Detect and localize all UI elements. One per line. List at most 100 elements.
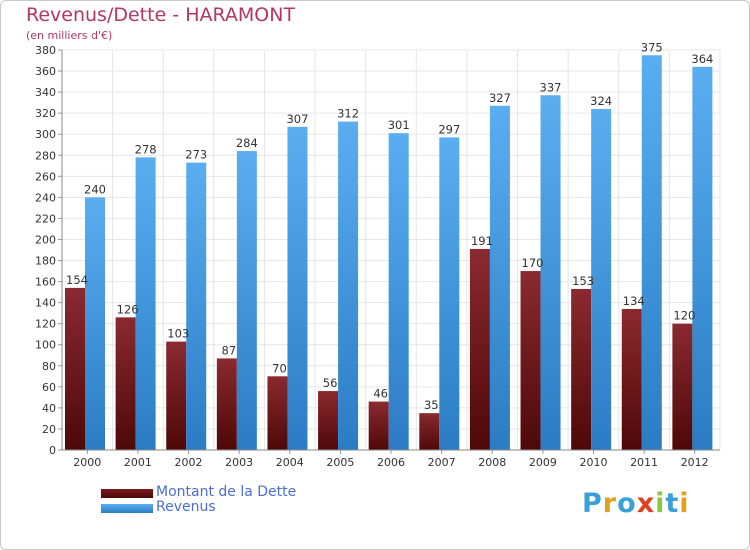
data-label-revenus: 301	[388, 118, 410, 132]
y-tick-label: 80	[42, 360, 56, 373]
logo-letter: o	[617, 488, 637, 519]
bar-revenus	[388, 133, 409, 450]
data-label-dette: 35	[424, 398, 439, 412]
bar-dette	[216, 358, 237, 450]
bar-dette	[571, 288, 592, 450]
logo-letter: i	[655, 488, 666, 519]
data-label-revenus: 337	[540, 80, 562, 94]
legend-label-dette: Montant de la Dette	[156, 484, 297, 500]
bar-revenus	[236, 151, 257, 451]
logo-letter: P	[582, 488, 603, 519]
bar-dette	[267, 376, 288, 450]
x-tick-label: 2000	[73, 456, 101, 469]
logo-letter: i	[679, 488, 690, 519]
y-tick-label: 320	[35, 107, 56, 120]
data-label-revenus: 364	[691, 52, 713, 66]
data-label-dette: 70	[272, 361, 287, 375]
bar-revenus	[540, 95, 561, 451]
data-label-revenus: 284	[236, 136, 258, 150]
x-tick-label: 2008	[478, 456, 506, 469]
data-label-revenus: 278	[135, 142, 157, 156]
logo-letter: x	[636, 488, 656, 519]
data-label-dette: 134	[623, 294, 645, 308]
bar-revenus	[692, 66, 713, 450]
chart-title: Revenus/Dette - HARAMONT	[26, 4, 296, 26]
data-label-revenus: 240	[84, 182, 106, 196]
y-tick-label: 280	[35, 149, 56, 162]
y-tick-label: 200	[35, 233, 56, 246]
bar-dette	[115, 317, 136, 450]
x-tick-label: 2002	[175, 456, 203, 469]
axes: 0 20 40 60 80 100 120 140 160 180 200 220 240 260 280 3…	[35, 44, 720, 469]
bar-revenus	[591, 108, 612, 451]
bar-revenus	[287, 126, 308, 450]
data-label-revenus: 327	[489, 91, 511, 105]
data-labels: 154 240 126 278 103 273 87 284 70 307 56 312 46 301 35…	[66, 40, 713, 412]
data-label-dette: 153	[572, 274, 594, 288]
x-tick-label: 2001	[124, 456, 152, 469]
y-tick-label: 340	[35, 86, 56, 99]
bar-dette	[166, 341, 187, 450]
data-label-dette: 56	[323, 376, 338, 390]
data-label-revenus: 324	[590, 94, 612, 108]
logo-letter: r	[602, 488, 618, 519]
data-label-dette: 154	[66, 273, 88, 287]
data-label-revenus: 273	[185, 148, 207, 162]
y-tick-label: 220	[35, 212, 56, 225]
bar-revenus	[439, 137, 460, 451]
data-label-dette: 103	[167, 327, 189, 341]
y-tick-label: 160	[35, 276, 56, 289]
chart-subtitle: (en milliers d'€)	[26, 29, 113, 42]
data-label-revenus: 297	[438, 122, 460, 136]
y-tick-label: 240	[35, 191, 56, 204]
x-tick-label: 2005	[326, 456, 354, 469]
x-tick-label: 2003	[225, 456, 253, 469]
x-tick-label: 2010	[579, 456, 607, 469]
data-label-dette: 87	[222, 343, 237, 357]
x-tick-label: 2011	[630, 456, 658, 469]
data-label-revenus: 312	[337, 107, 359, 121]
bar-revenus	[186, 162, 207, 450]
data-label-dette: 126	[117, 302, 139, 316]
logo-letter: t	[665, 488, 680, 519]
bar-dette	[621, 308, 642, 450]
bar-dette	[469, 248, 490, 450]
x-tick-label: 2007	[428, 456, 456, 469]
x-tick-label: 2004	[276, 456, 304, 469]
legend-label-revenus: Revenus	[156, 499, 216, 515]
bar-dette	[318, 391, 339, 450]
bar-dette	[419, 413, 440, 450]
data-label-dette: 120	[673, 309, 695, 323]
y-tick-label: 40	[42, 402, 56, 415]
y-tick-label: 20	[42, 423, 56, 436]
bar-dette	[368, 401, 389, 450]
x-tick-label: 2006	[377, 456, 405, 469]
x-tick-label: 2009	[529, 456, 557, 469]
bar-dette	[520, 271, 541, 450]
data-label-revenus: 307	[286, 112, 308, 126]
y-tick-label: 0	[49, 444, 56, 457]
bar-revenus	[641, 55, 662, 451]
bar-revenus	[135, 157, 156, 451]
bar-dette	[65, 287, 85, 450]
x-tick-label: 2012	[681, 456, 709, 469]
legend-swatch-revenus	[100, 503, 154, 514]
y-tick-label: 180	[35, 255, 56, 268]
bar-revenus	[489, 105, 510, 450]
y-tick-label: 260	[35, 170, 56, 183]
y-tick-label: 140	[35, 297, 56, 310]
y-tick-label: 60	[42, 381, 56, 394]
data-label-dette: 191	[471, 234, 493, 248]
bar-dette	[672, 323, 693, 450]
y-tick-label: 100	[35, 339, 56, 352]
bar-revenus	[85, 197, 105, 450]
y-tick-label: 360	[35, 65, 56, 78]
bars	[65, 55, 713, 451]
y-tick-label: 120	[35, 318, 56, 331]
bar-revenus	[338, 121, 359, 450]
y-tick-label: 380	[35, 44, 56, 57]
legend-swatch-dette	[100, 488, 154, 499]
y-tick-label: 300	[35, 128, 56, 141]
proxiti-logo: Proxiti	[582, 488, 690, 519]
